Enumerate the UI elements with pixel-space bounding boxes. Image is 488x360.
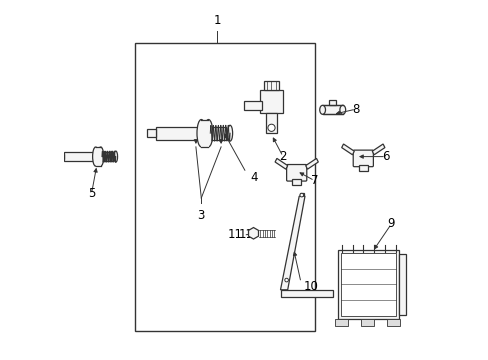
Bar [265, 113, 276, 133]
Text: 5: 5 [88, 187, 95, 200]
Ellipse shape [114, 151, 117, 162]
Ellipse shape [339, 105, 345, 114]
Bar [58, 154, 64, 159]
Ellipse shape [319, 105, 325, 114]
Text: 11: 11 [238, 228, 253, 241]
Text: 7: 7 [310, 174, 318, 187]
Bar [201, 120, 208, 147]
Text: 1: 1 [213, 14, 221, 27]
Ellipse shape [92, 147, 99, 166]
Polygon shape [280, 290, 332, 297]
Circle shape [299, 193, 303, 197]
FancyBboxPatch shape [286, 165, 306, 181]
Text: 2: 2 [279, 150, 286, 163]
Bar [386, 319, 399, 326]
Text: 8: 8 [352, 103, 359, 116]
Bar [337, 250, 399, 319]
Bar [134, 43, 314, 331]
Text: 6: 6 [382, 150, 389, 163]
Bar [322, 105, 342, 114]
Bar [259, 90, 283, 113]
Bar [156, 127, 226, 140]
Polygon shape [371, 144, 384, 155]
Ellipse shape [98, 147, 103, 166]
Ellipse shape [227, 125, 232, 141]
Polygon shape [275, 158, 287, 169]
Bar [243, 101, 261, 110]
Polygon shape [248, 228, 258, 239]
Text: 9: 9 [387, 217, 394, 230]
Bar [147, 129, 156, 137]
Bar [264, 81, 278, 90]
Text: 11: 11 [227, 228, 242, 241]
Bar [335, 319, 347, 326]
Bar [361, 319, 373, 326]
Polygon shape [341, 144, 354, 155]
Polygon shape [300, 193, 303, 196]
Text: 4: 4 [249, 171, 257, 184]
Bar [340, 253, 396, 316]
Polygon shape [305, 158, 318, 169]
Text: 10: 10 [303, 280, 318, 293]
Circle shape [284, 278, 288, 282]
Bar [358, 165, 367, 171]
Circle shape [267, 124, 275, 131]
Bar [292, 179, 301, 185]
Bar [328, 100, 336, 105]
Ellipse shape [197, 120, 205, 147]
FancyBboxPatch shape [352, 150, 373, 167]
Polygon shape [280, 196, 305, 290]
Ellipse shape [204, 120, 212, 147]
Bar [399, 254, 405, 315]
Bar [64, 152, 113, 161]
Text: 3: 3 [197, 209, 204, 222]
Bar [96, 147, 101, 166]
